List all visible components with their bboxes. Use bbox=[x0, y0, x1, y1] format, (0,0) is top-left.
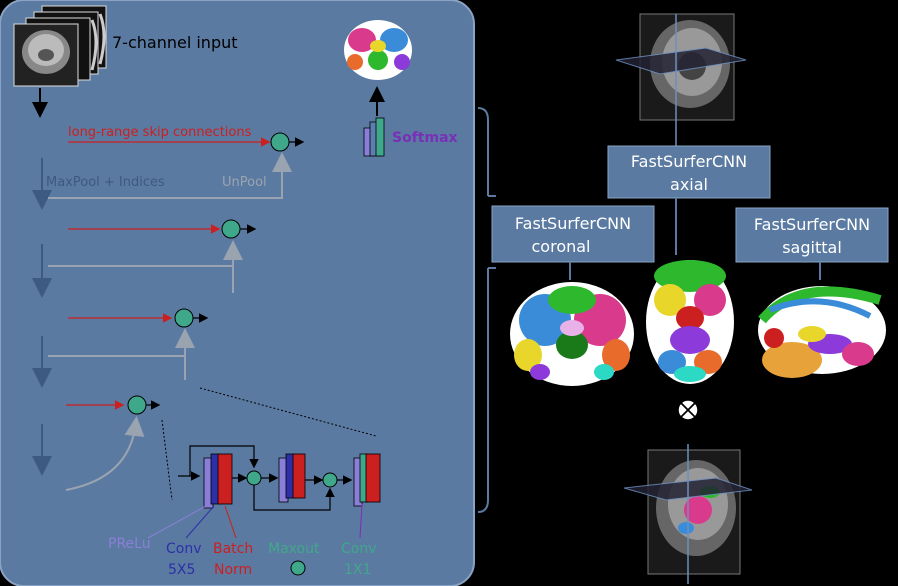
legend-conv1: Conv bbox=[341, 541, 377, 557]
skip-connections-label: long-range skip connections bbox=[68, 125, 252, 140]
maxpool-label: MaxPool + Indices bbox=[46, 175, 165, 190]
legend-conv5-size: 5X5 bbox=[168, 562, 195, 578]
axial-line1: FastSurferCNN bbox=[631, 152, 747, 171]
network-panel bbox=[0, 0, 475, 586]
sum-node-1 bbox=[270, 132, 290, 152]
softmax-block bbox=[363, 117, 385, 157]
unpool-label: UnPool bbox=[222, 175, 267, 190]
legend-conv1-size: 1X1 bbox=[344, 562, 371, 578]
panel-bracket bbox=[477, 107, 489, 513]
dense-block-detail bbox=[147, 445, 381, 539]
sum-node-3 bbox=[174, 308, 194, 328]
mri-3plane-bottom bbox=[623, 444, 753, 584]
coronal-line2: coronal bbox=[532, 237, 591, 256]
sum-node-2 bbox=[221, 219, 241, 239]
coronal-line1: FastSurferCNN bbox=[515, 214, 631, 233]
legend-conv5: Conv bbox=[166, 541, 202, 557]
maxout-node-2 bbox=[322, 472, 338, 488]
legend-maxout-node bbox=[290, 560, 306, 576]
coronal-segmentation bbox=[510, 282, 634, 386]
sagittal-line1: FastSurferCNN bbox=[754, 215, 870, 234]
mri-3plane-top bbox=[615, 13, 747, 146]
axial-box bbox=[607, 145, 771, 199]
legend-maxout: Maxout bbox=[268, 541, 320, 557]
output-segmentation bbox=[344, 20, 412, 80]
sagittal-segmentation bbox=[758, 286, 886, 378]
input-label: 7-channel input bbox=[112, 33, 238, 52]
maxout-node-1 bbox=[246, 470, 262, 486]
legend-prelu: PReLu bbox=[108, 536, 151, 552]
axial-segmentation bbox=[646, 260, 734, 384]
legend-batch: Batch bbox=[213, 541, 253, 557]
sum-node-4 bbox=[127, 395, 147, 415]
coronal-box bbox=[491, 205, 655, 263]
axial-line2: axial bbox=[670, 175, 708, 194]
sagittal-box bbox=[735, 207, 889, 263]
input-image-stack bbox=[13, 5, 107, 87]
softmax-label: Softmax bbox=[392, 130, 458, 146]
legend-norm: Norm bbox=[214, 562, 252, 578]
sagittal-line2: sagittal bbox=[782, 238, 842, 257]
